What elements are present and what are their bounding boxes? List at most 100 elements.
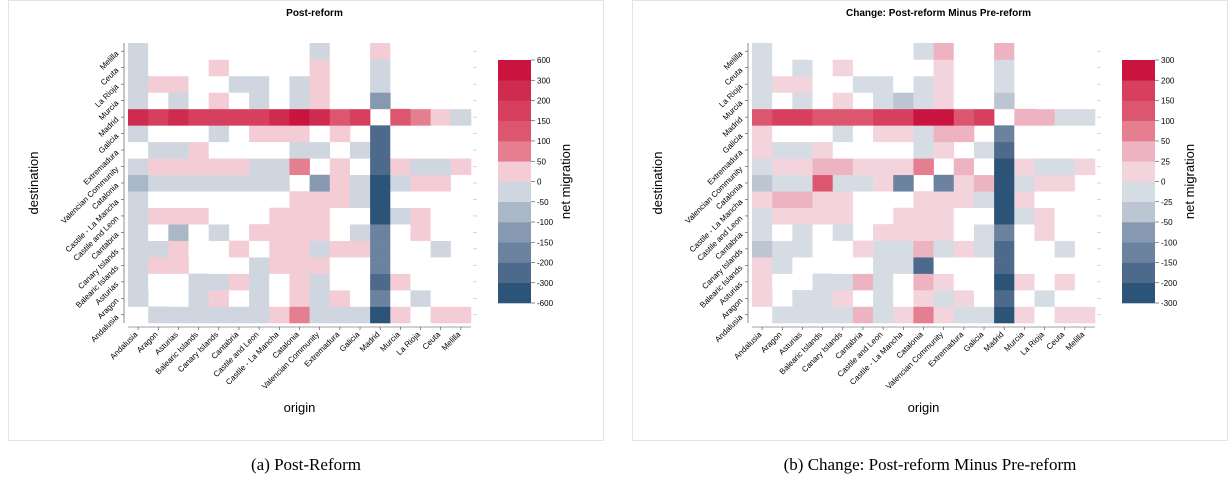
heatmap-cell xyxy=(933,108,955,126)
colorbar-tick-label: 25 xyxy=(1161,157,1170,166)
heatmap-cell xyxy=(772,207,793,225)
heatmap-cell xyxy=(168,174,189,192)
heatmap-cell xyxy=(249,257,270,274)
heatmap-cell xyxy=(1014,240,1035,258)
x-tick-label: Melilla xyxy=(440,330,463,353)
colorbar-segment xyxy=(1122,141,1155,162)
heatmap-cell xyxy=(792,141,813,159)
heatmap-cell xyxy=(1034,224,1055,241)
heatmap-cell xyxy=(410,92,431,110)
heatmap-cell xyxy=(349,257,371,274)
heatmap-cell xyxy=(772,75,793,93)
heatmap-cell xyxy=(913,108,934,126)
heatmap-cell xyxy=(128,240,149,258)
heatmap-cell xyxy=(390,125,411,143)
heatmap-cell xyxy=(893,306,914,324)
heatmap-cell xyxy=(913,43,934,60)
heatmap-cell xyxy=(410,158,431,176)
heatmap-cell xyxy=(852,108,874,126)
caption: (b) Change: Post-reform Minus Pre-reform xyxy=(784,455,1077,474)
heatmap-cell xyxy=(228,290,250,307)
heatmap-cell xyxy=(188,75,210,93)
heatmap-cell xyxy=(752,158,773,176)
heatmap-cell xyxy=(1074,92,1096,110)
colorbar-tick-label: -100 xyxy=(1161,238,1178,247)
heatmap-cell xyxy=(1074,75,1096,93)
heatmap-cell xyxy=(168,125,189,143)
heatmap-cell xyxy=(410,257,431,274)
caption: (a) Post-Reform xyxy=(251,455,361,474)
heatmap-cell xyxy=(249,240,270,258)
heatmap-cell xyxy=(1074,125,1096,143)
heatmap-cell xyxy=(390,75,411,93)
heatmap-cell xyxy=(289,273,310,291)
heatmap-cell xyxy=(249,174,270,192)
heatmap-cell xyxy=(1014,174,1035,192)
heatmap-cell xyxy=(933,224,955,241)
heatmap-cell xyxy=(953,75,975,93)
heatmap-cell xyxy=(168,158,189,176)
heatmap-cell xyxy=(994,43,1015,60)
heatmap-cell xyxy=(893,240,914,258)
heatmap-cell xyxy=(1054,290,1076,307)
heatmap-cell xyxy=(228,141,250,159)
heatmap-cell xyxy=(873,75,894,93)
heatmap-cell xyxy=(168,92,189,110)
colorbar-segment xyxy=(1122,222,1155,243)
colorbar-tick-label: -50 xyxy=(537,198,549,207)
colorbar-segment xyxy=(498,80,531,101)
heatmap-cell xyxy=(973,59,995,77)
heatmap-cell xyxy=(812,306,834,324)
heatmap-cell xyxy=(852,273,874,291)
heatmap-cell xyxy=(994,290,1015,307)
heatmap-cell xyxy=(128,108,149,126)
heatmap-cell xyxy=(852,290,874,307)
heatmap-cell xyxy=(832,43,854,60)
heatmap-cell xyxy=(188,92,210,110)
colorbar-segment xyxy=(1122,181,1155,203)
colorbar-segment xyxy=(1122,80,1155,101)
heatmap-cell xyxy=(913,125,934,143)
colorbar-tick-label: 0 xyxy=(537,178,542,187)
heatmap-cell xyxy=(349,43,371,60)
heatmap-cell xyxy=(953,306,975,324)
heatmap-cell xyxy=(772,191,793,209)
heatmap-cell xyxy=(1034,290,1055,307)
heatmap-cell xyxy=(1014,290,1035,307)
heatmap-cell xyxy=(249,141,270,159)
heatmap-cell xyxy=(953,207,975,225)
heatmap-cell xyxy=(1054,43,1076,60)
heatmap-cell xyxy=(228,43,250,60)
heatmap-cell xyxy=(1014,141,1035,159)
panel-frame xyxy=(632,0,1228,441)
heatmap-cell xyxy=(309,108,331,126)
heatmap-cell xyxy=(994,240,1015,258)
heatmap-cell xyxy=(772,141,793,159)
heatmap-cell xyxy=(1014,306,1035,324)
colorbar-tick-label: -300 xyxy=(1161,299,1178,308)
heatmap-cell xyxy=(1074,108,1096,126)
colorbar-segment xyxy=(1122,262,1155,284)
heatmap-cell xyxy=(812,92,834,110)
heatmap-cell xyxy=(1054,174,1076,192)
heatmap-cell xyxy=(128,191,149,209)
heatmap-cell xyxy=(188,59,210,77)
heatmap-cell xyxy=(953,158,975,176)
heatmap-cell xyxy=(450,191,472,209)
heatmap-cell xyxy=(1034,92,1055,110)
heatmap-cell xyxy=(752,141,773,159)
heatmap-cell xyxy=(913,257,934,274)
heatmap-cell xyxy=(228,59,250,77)
heatmap-cell xyxy=(450,92,472,110)
heatmap-cell xyxy=(772,158,793,176)
heatmap-cell xyxy=(289,257,310,274)
heatmap-cell xyxy=(994,125,1015,143)
colorbar-tick-label: 150 xyxy=(1161,97,1175,106)
x-tick-label: Andalusia xyxy=(108,330,140,362)
heatmap-cell xyxy=(1074,59,1096,77)
heatmap-cell xyxy=(973,158,995,176)
heatmap-cell xyxy=(933,75,955,93)
heatmap-cell xyxy=(249,224,270,241)
heatmap-cell xyxy=(792,108,813,126)
heatmap-cell xyxy=(450,306,472,324)
